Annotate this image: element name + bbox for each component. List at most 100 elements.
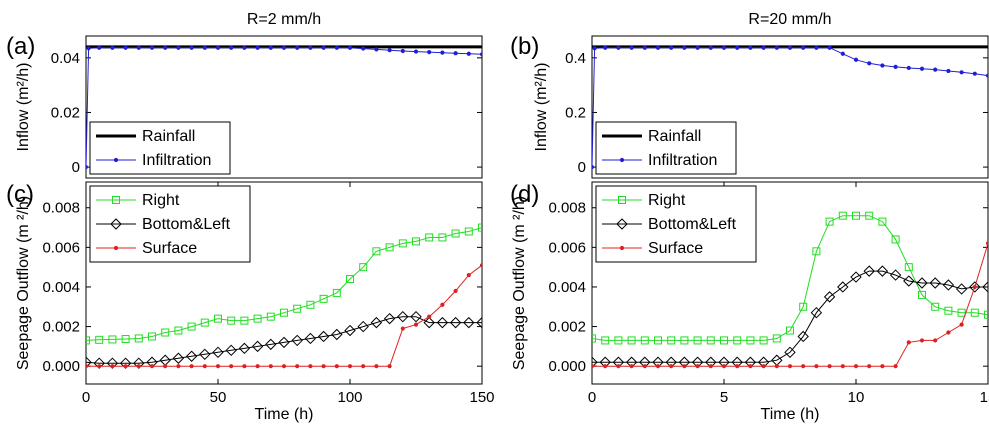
data-point: [476, 316, 482, 329]
y-tick-label: 0.02: [51, 104, 80, 121]
data-point: [185, 350, 198, 362]
data-point: [972, 284, 977, 290]
data-point: [985, 241, 988, 246]
data-point: [86, 364, 89, 369]
legend: Rainfall Infiltration: [89, 121, 231, 175]
data-point: [680, 336, 689, 345]
data-point: [400, 48, 405, 54]
data-point: [479, 52, 482, 57]
data-point: [618, 196, 626, 204]
data-point: [361, 46, 366, 51]
data-point: [466, 51, 471, 56]
data-point: [319, 294, 328, 303]
data-point: [308, 45, 313, 50]
data-point: [931, 302, 940, 311]
data-point: [946, 68, 951, 74]
series-line-surface: [86, 264, 482, 367]
data-point: [893, 64, 898, 69]
data-point: [113, 157, 119, 163]
data-point: [214, 314, 222, 323]
data-point: [708, 364, 713, 369]
data-point: [616, 364, 621, 369]
data-point: [810, 306, 823, 319]
data-point: [268, 364, 273, 369]
data-point: [397, 310, 409, 323]
data-point: [642, 45, 647, 50]
panel-title: R=2 mm/h: [247, 11, 321, 28]
data-point: [331, 328, 343, 341]
data-point: [640, 336, 649, 345]
data-point: [253, 314, 262, 323]
data-point: [801, 45, 806, 50]
data-point: [889, 269, 902, 281]
data-point: [387, 48, 392, 53]
data-point: [334, 45, 339, 50]
data-point: [97, 364, 102, 369]
data-point: [867, 61, 872, 66]
data-point: [113, 245, 119, 251]
data-point: [427, 314, 432, 319]
panel-1: 0 0.02 0.04 R=2 mm/h Inflow (m²/h) (a) Rainfal…: [6, 11, 483, 179]
data-point: [110, 45, 115, 50]
x-tick-label: 10: [848, 389, 865, 406]
y-axis-label: Inflow (m²/h): [15, 63, 32, 152]
data-point: [479, 263, 482, 268]
data-point: [799, 302, 808, 311]
x-tick-label: 150: [469, 389, 494, 406]
data-point: [174, 326, 183, 335]
panel-label: (d): [510, 181, 539, 208]
data-point: [955, 283, 968, 295]
data-point: [959, 70, 964, 75]
data-point: [400, 326, 405, 331]
data-point: [240, 316, 249, 325]
data-point: [708, 45, 713, 50]
data-point: [706, 336, 715, 345]
data-point: [603, 45, 608, 50]
data-point: [865, 211, 874, 220]
data-point: [242, 45, 247, 50]
data-point: [878, 217, 887, 226]
data-point: [735, 364, 740, 369]
data-point: [372, 247, 381, 256]
y-tick-label: 0.006: [548, 239, 586, 256]
legend: Right Bottom&Left Surface: [89, 185, 251, 263]
data-point: [189, 45, 194, 50]
data-point: [969, 281, 981, 293]
data-point: [110, 218, 122, 230]
data-point: [853, 364, 859, 369]
data-point: [929, 277, 941, 289]
data-point: [944, 306, 953, 315]
data-point: [149, 364, 155, 369]
legend-entry: Right: [142, 192, 180, 209]
data-point: [837, 281, 849, 293]
series-line-bottom-left: [86, 316, 482, 364]
legend-entry: Surface: [142, 240, 197, 257]
data-point: [425, 233, 434, 242]
data-point: [957, 308, 966, 317]
x-tick-label: 0: [82, 389, 90, 406]
data-point: [916, 277, 928, 289]
data-point: [891, 235, 900, 244]
data-point: [308, 364, 313, 369]
data-point: [823, 291, 836, 303]
y-tick-label: 0.002: [548, 319, 586, 336]
y-tick-label: 0.008: [42, 200, 80, 217]
data-point: [784, 346, 796, 359]
data-point: [347, 364, 353, 369]
panel-label: (a): [6, 33, 35, 60]
y-tick-label: 0: [578, 159, 586, 176]
data-point: [759, 336, 768, 345]
data-point: [985, 73, 988, 78]
data-point: [86, 336, 90, 345]
data-point: [761, 364, 766, 369]
data-point: [616, 218, 628, 230]
data-point: [440, 50, 445, 55]
data-point: [721, 45, 727, 50]
data-point: [774, 364, 779, 369]
data-point: [453, 288, 458, 294]
y-tick-label: 0.008: [548, 200, 586, 217]
data-point: [398, 239, 407, 248]
data-point: [163, 45, 168, 50]
legend-box: [89, 121, 231, 175]
data-point: [592, 356, 598, 368]
